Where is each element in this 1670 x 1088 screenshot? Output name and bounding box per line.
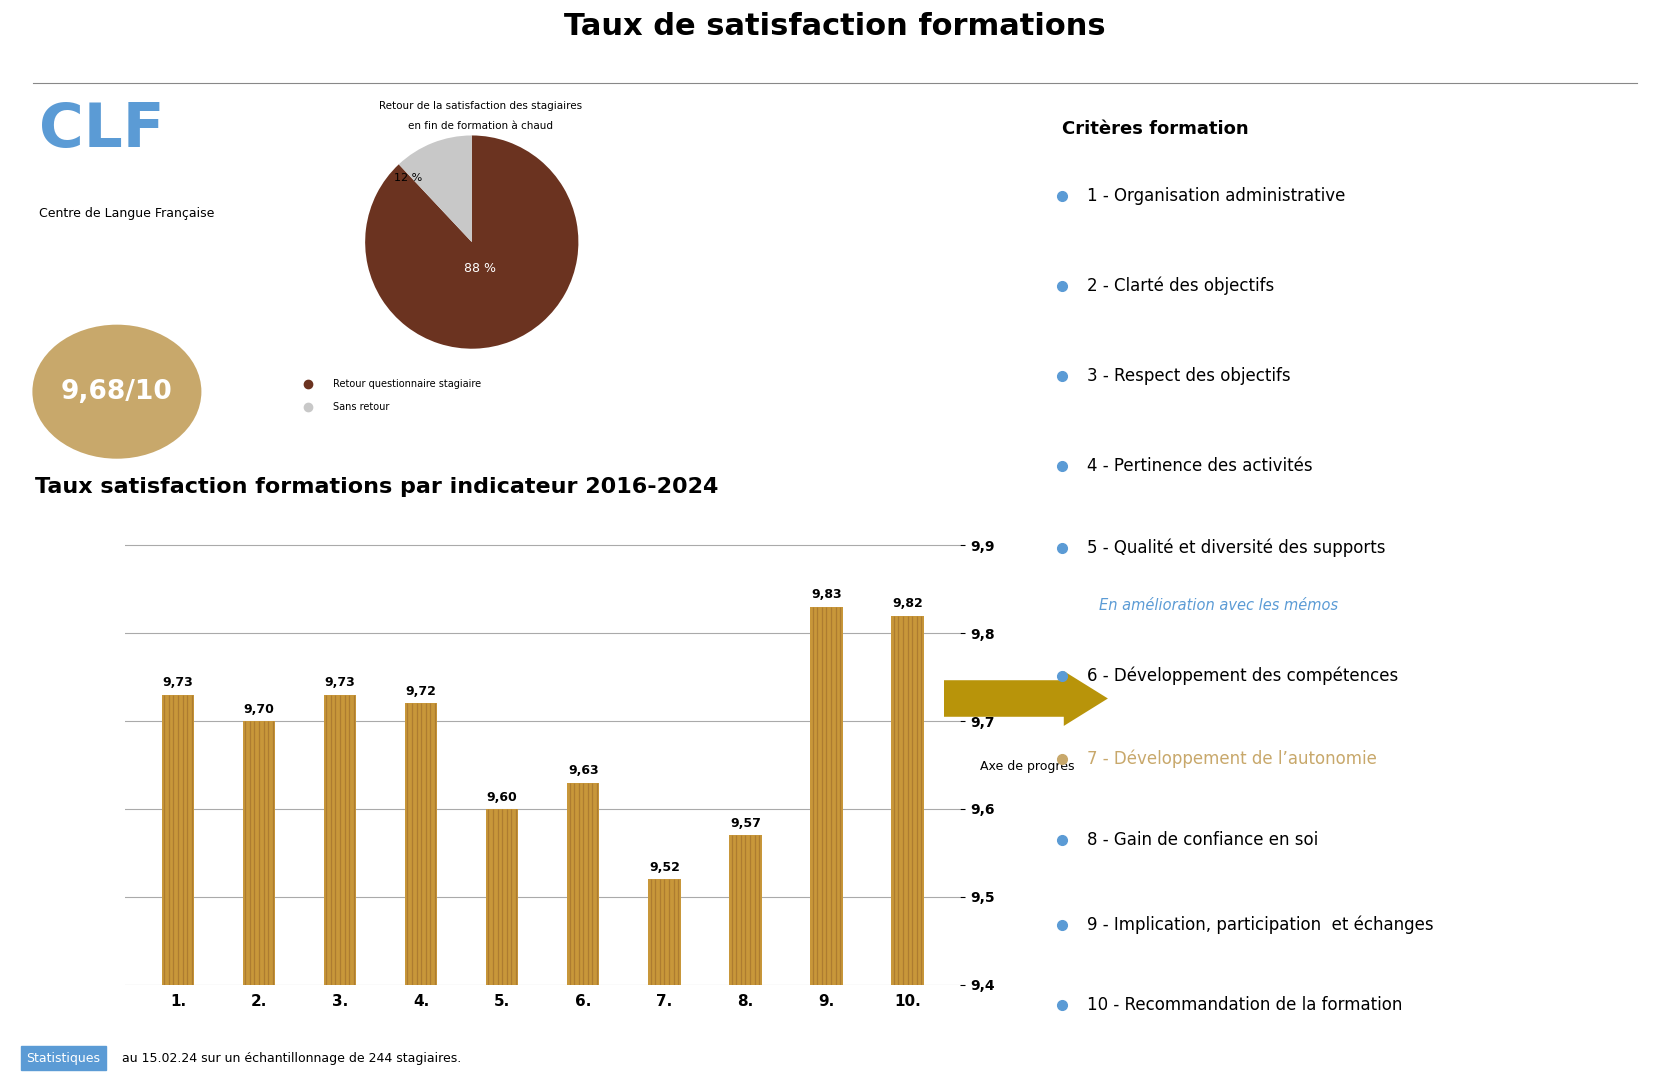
Text: 9,68/10: 9,68/10 (62, 379, 172, 405)
Text: Statistiques: Statistiques (27, 1052, 100, 1064)
Text: 9,73: 9,73 (162, 677, 194, 690)
Text: Axe de progrès: Axe de progrès (980, 759, 1075, 772)
Bar (162, 694, 194, 985)
Bar (648, 879, 681, 985)
Bar (568, 782, 600, 985)
Text: Retour questionnaire stagiaire: Retour questionnaire stagiaire (332, 379, 481, 388)
Text: 9 - Implication, participation  et échanges: 9 - Implication, participation et échang… (1087, 915, 1433, 934)
Text: Centre de Langue Française: Centre de Langue Française (40, 207, 215, 220)
Text: 9,57: 9,57 (730, 817, 762, 830)
Text: Taux satisfaction formations par indicateur 2016-2024: Taux satisfaction formations par indicat… (35, 478, 718, 497)
Text: 6 - Développement des compétences: 6 - Développement des compétences (1087, 667, 1398, 685)
Text: en fin de formation à chaud: en fin de formation à chaud (407, 121, 553, 131)
Text: 7 - Développement de l’autonomie: 7 - Développement de l’autonomie (1087, 750, 1376, 768)
Text: 8 - Gain de confiance en soi: 8 - Gain de confiance en soi (1087, 830, 1318, 849)
Bar (242, 721, 276, 985)
Text: 9,52: 9,52 (650, 861, 680, 874)
Bar (486, 808, 518, 985)
Bar (324, 694, 356, 985)
Text: 5 - Qualité et diversité des supports: 5 - Qualité et diversité des supports (1087, 539, 1386, 557)
Wedge shape (399, 135, 473, 242)
Text: Taux de satisfaction formations: Taux de satisfaction formations (564, 12, 1106, 40)
Text: 9,82: 9,82 (892, 597, 924, 610)
Text: Sans retour: Sans retour (332, 403, 389, 412)
Text: 9,60: 9,60 (488, 791, 518, 804)
Text: Critères formation: Critères formation (1062, 120, 1249, 138)
Text: 9,72: 9,72 (406, 685, 436, 698)
Text: au 15.02.24 sur un échantillonnage de 244 stagiaires.: au 15.02.24 sur un échantillonnage de 24… (114, 1052, 461, 1064)
Text: 1 - Organisation administrative: 1 - Organisation administrative (1087, 187, 1346, 205)
Text: 9,83: 9,83 (812, 589, 842, 602)
Text: 4 - Pertinence des activités: 4 - Pertinence des activités (1087, 457, 1313, 474)
Wedge shape (366, 135, 578, 348)
Text: 10 - Recommandation de la formation: 10 - Recommandation de la formation (1087, 997, 1403, 1014)
Text: 88 %: 88 % (464, 262, 496, 275)
Text: Retour de la satisfaction des stagiaires: Retour de la satisfaction des stagiaires (379, 100, 581, 111)
FancyArrow shape (944, 671, 1107, 726)
Bar (404, 704, 438, 985)
Text: 3 - Respect des objectifs: 3 - Respect des objectifs (1087, 367, 1291, 385)
Text: 9,73: 9,73 (324, 677, 356, 690)
Text: 9,63: 9,63 (568, 764, 598, 777)
Text: CLF: CLF (40, 101, 165, 160)
Bar (730, 836, 762, 985)
Text: 12 %: 12 % (394, 173, 423, 183)
Text: En amélioration avec les mémos: En amélioration avec les mémos (1099, 598, 1338, 614)
Text: 9,70: 9,70 (244, 703, 274, 716)
Ellipse shape (32, 324, 202, 459)
Bar (810, 607, 843, 985)
Text: 2 - Clarté des objectifs: 2 - Clarté des objectifs (1087, 276, 1274, 295)
Bar (892, 616, 924, 985)
